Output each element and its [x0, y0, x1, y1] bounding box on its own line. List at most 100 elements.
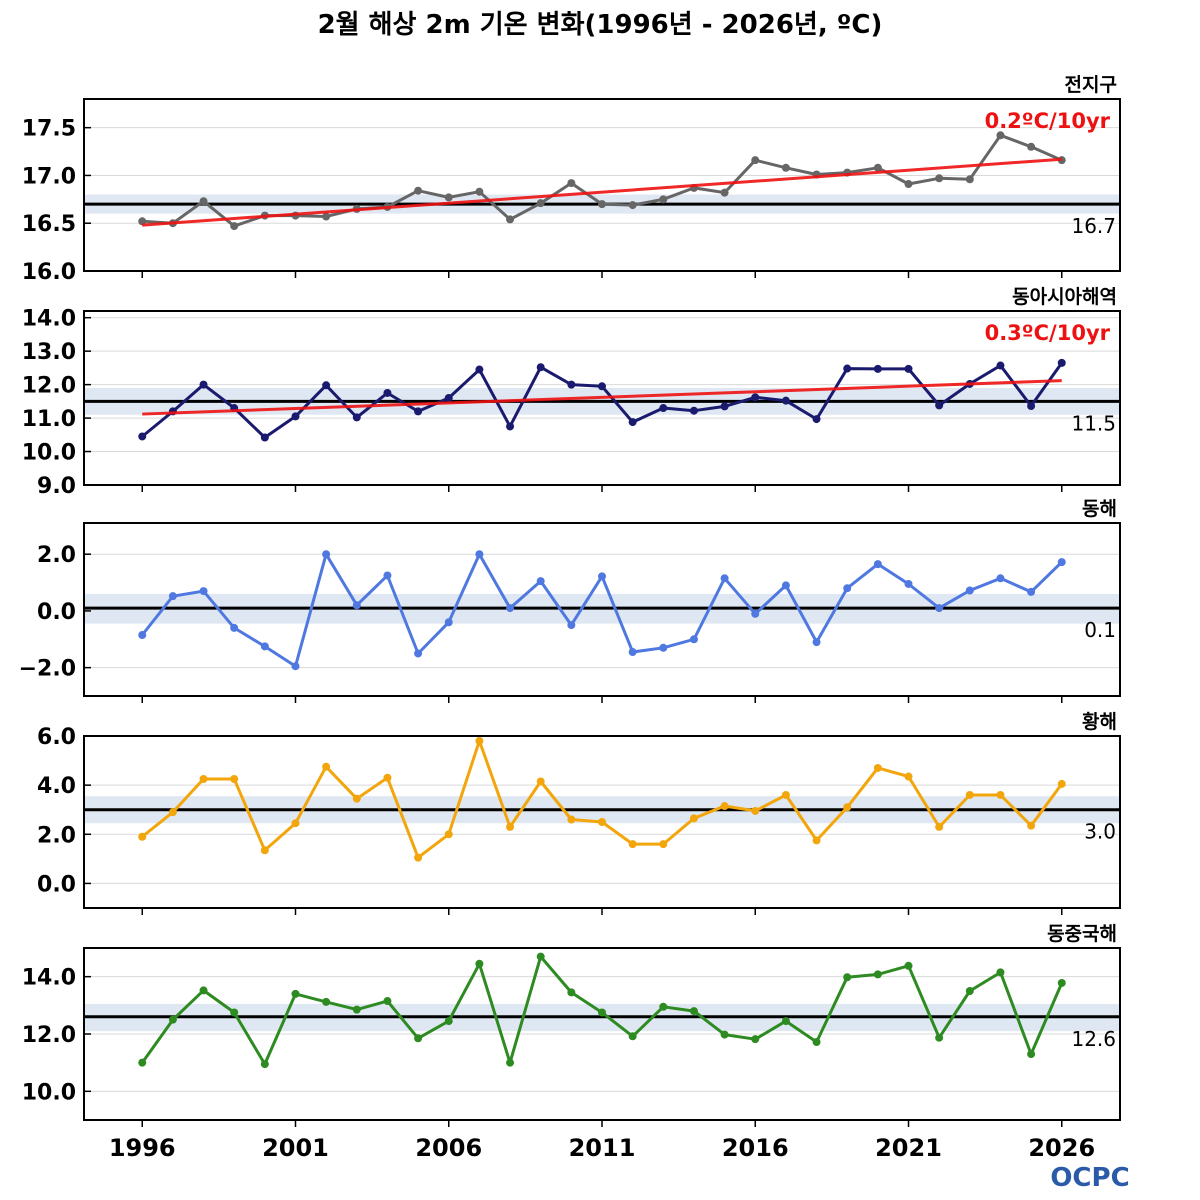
data-point [291, 989, 300, 998]
data-point [812, 638, 821, 647]
mean-label: 16.7 [1071, 214, 1116, 238]
data-point [873, 364, 882, 373]
data-point [751, 609, 760, 618]
y-tick-label: 2.0 [37, 823, 76, 848]
data-point [322, 762, 331, 771]
data-point [781, 790, 790, 799]
data-point [536, 363, 545, 372]
panel-1: 0.2ºC/10yr 16.7 16.0 16.5 17.0 17.5 전지구 [22, 74, 1121, 285]
data-point [751, 806, 760, 815]
trend-line [142, 157, 1062, 227]
y-tick-label: 0.0 [37, 872, 76, 897]
data-point [414, 853, 423, 862]
ocpc-logo: OCPC [1050, 1163, 1129, 1193]
data-point [506, 1058, 515, 1067]
data-point [506, 822, 515, 831]
data-point [1057, 558, 1066, 567]
data-point [138, 217, 147, 226]
mean-label: 0.1 [1084, 618, 1116, 642]
data-point [260, 433, 269, 442]
mean-label: 11.5 [1071, 411, 1116, 435]
panel-title: 전지구 [1065, 74, 1117, 96]
panel-title: 동아시아해역 [1012, 286, 1117, 308]
data-point [812, 1038, 821, 1047]
y-tick-label: 12.0 [22, 1023, 76, 1048]
data-point [1027, 1050, 1036, 1059]
y-tick-label: 0.0 [37, 600, 76, 625]
data-point [781, 581, 790, 590]
data-point [383, 997, 392, 1006]
data-point [322, 381, 331, 390]
data-point [536, 577, 545, 586]
panel-5: 12.6 10.0 12.0 14.0 동중국해 [22, 923, 1121, 1127]
panel-3: 0.1 −2.0 0.0 2.0 동해 [19, 498, 1121, 703]
data-point [444, 1017, 453, 1026]
data-point [168, 592, 177, 601]
data-point [935, 604, 944, 613]
data-point [628, 418, 637, 427]
data-point [260, 846, 269, 855]
data-point [1027, 402, 1036, 411]
data-point [199, 197, 208, 206]
data-point [138, 432, 147, 441]
data-point [506, 604, 515, 613]
data-point [1027, 587, 1036, 596]
data-point [1027, 142, 1036, 151]
data-point [414, 649, 423, 658]
data-point [352, 413, 361, 422]
figure-title: 2월 해상 2m 기온 변화(1996년 - 2026년, ºC) [318, 10, 883, 40]
data-point [598, 200, 606, 209]
trend-label: 0.3ºC/10yr [985, 321, 1111, 345]
trend-label: 0.2ºC/10yr [985, 109, 1111, 133]
y-tick-label: 4.0 [37, 774, 76, 799]
data-point [475, 959, 484, 968]
y-tick-label: 17.0 [22, 164, 76, 189]
data-point [199, 986, 208, 995]
data-point [935, 401, 944, 410]
data-point [536, 777, 545, 786]
panel-title: 동해 [1082, 498, 1117, 520]
data-point [475, 187, 484, 196]
data-point [720, 188, 729, 197]
data-point [598, 818, 606, 826]
x-tick-label: 2006 [415, 1134, 482, 1162]
data-point [444, 394, 453, 402]
data-point [506, 422, 515, 431]
x-tick-label: 2026 [1028, 1134, 1095, 1162]
y-tick-label: −2.0 [19, 657, 76, 682]
data-point [291, 412, 300, 421]
data-point [230, 775, 239, 783]
data-point [138, 1058, 147, 1067]
data-point [383, 773, 392, 782]
data-point [873, 163, 882, 172]
panel-4: 3.0 0.0 2.0 4.0 6.0 황해 [37, 710, 1121, 915]
data-point [873, 560, 882, 569]
data-point [628, 840, 637, 849]
data-point [965, 175, 974, 184]
data-point [904, 180, 913, 189]
data-point [383, 388, 392, 397]
data-point [1057, 358, 1066, 367]
data-point [230, 1008, 239, 1017]
data-point [444, 618, 453, 627]
y-tick-label: 9.0 [37, 474, 76, 499]
y-tick-label: 2.0 [37, 543, 76, 568]
data-point [1057, 978, 1066, 987]
data-point [1057, 779, 1066, 788]
y-tick-label: 14.0 [22, 307, 76, 332]
data-point [199, 587, 208, 596]
y-tick-label: 6.0 [37, 725, 76, 750]
data-point [965, 987, 974, 995]
data-point [567, 380, 576, 389]
data-point [598, 1008, 606, 1017]
data-point [628, 201, 637, 210]
data-point [904, 772, 913, 781]
data-point [812, 836, 821, 845]
y-tick-label: 14.0 [22, 966, 76, 991]
data-point [506, 215, 515, 224]
data-point [414, 186, 423, 195]
data-point [751, 1035, 760, 1044]
data-point [689, 635, 698, 644]
data-point [996, 968, 1005, 977]
data-point [720, 802, 729, 811]
